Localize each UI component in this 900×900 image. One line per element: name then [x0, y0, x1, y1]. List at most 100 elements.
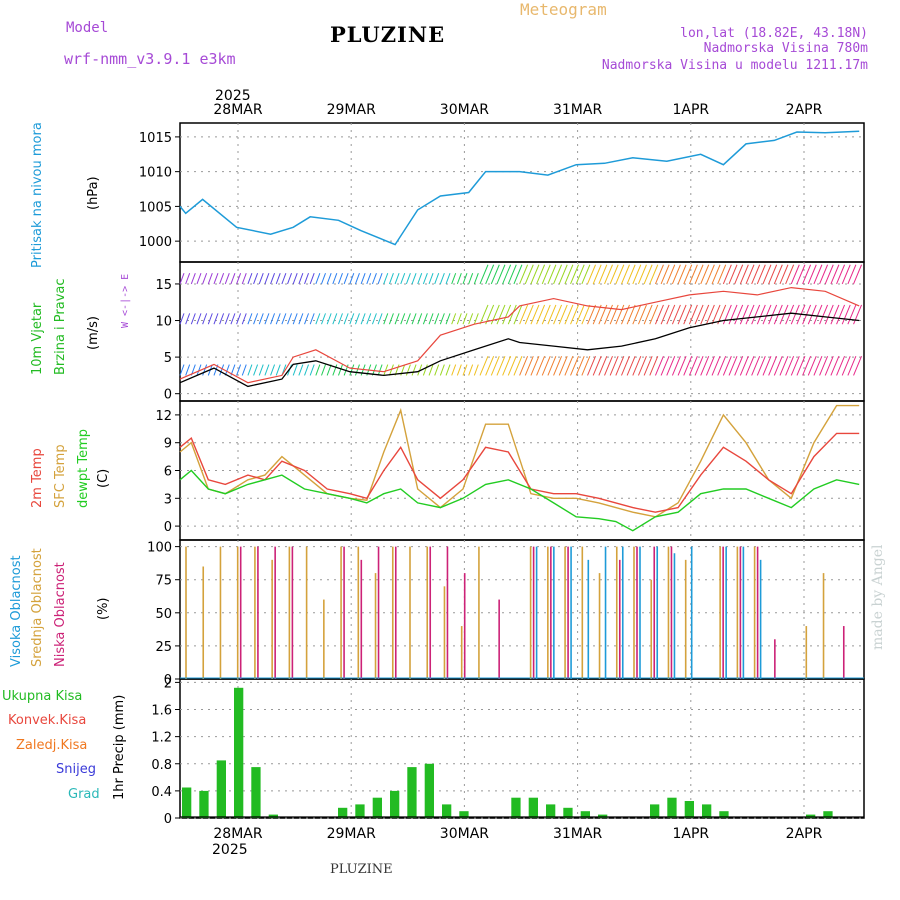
- temp-unit: (C): [96, 469, 111, 488]
- pressure-title: Pritisak na nivou mora: [30, 122, 45, 268]
- wind-barb: [377, 313, 383, 325]
- wind-barb: [637, 304, 647, 325]
- top-date-axis: 28MAR 29MAR 30MAR 31MAR 1APR 2APR: [213, 102, 822, 118]
- bottom-date-label: 2APR: [786, 826, 823, 842]
- wind-barb: [790, 304, 800, 325]
- panels-group: 1000100510101015051015036912025507510000…: [139, 122, 865, 827]
- precip-bar: [823, 811, 833, 818]
- wind-barb: [609, 304, 619, 325]
- wind-barb: [575, 356, 585, 376]
- cloud-ytick-label: 50: [155, 607, 172, 622]
- wind-barb: [830, 304, 840, 325]
- wind-barb: [411, 364, 417, 376]
- wind-barb: [847, 304, 857, 325]
- wind-barb: [581, 264, 591, 285]
- wind-barb: [400, 272, 406, 285]
- wind-barb: [338, 272, 343, 285]
- wind-barb: [326, 272, 332, 285]
- wind-barb: [626, 264, 636, 285]
- wind-barb: [196, 272, 202, 285]
- temp-ytick-label: 0: [164, 520, 172, 535]
- wind-barb: [649, 356, 659, 376]
- precip-bar: [702, 804, 712, 818]
- wind-barb: [388, 364, 394, 376]
- wind-barb: [383, 272, 389, 285]
- wind-barb: [598, 356, 608, 376]
- wind-barb: [405, 313, 411, 325]
- wind-barb: [643, 264, 653, 285]
- precip-bar: [442, 804, 452, 818]
- wind-barb: [785, 264, 795, 285]
- wind-barb: [468, 364, 474, 376]
- wind-barb: [615, 264, 625, 285]
- wind-barb: [541, 264, 551, 285]
- precip-bar: [528, 797, 538, 818]
- precip-bar: [563, 807, 573, 818]
- pressure-ytick-label: 1000: [139, 235, 172, 250]
- wind-barb: [813, 356, 823, 376]
- wind-compass-label: W <-|-> E: [120, 274, 131, 328]
- wind-barb: [298, 272, 304, 285]
- pressure-ytick-label: 1005: [139, 200, 172, 215]
- precip-bar: [424, 763, 434, 818]
- wind-barb: [575, 264, 585, 285]
- wind-barb: [751, 356, 761, 376]
- wind-barb: [683, 356, 693, 376]
- wind-barb: [660, 304, 670, 325]
- wind-barb: [275, 364, 281, 376]
- temp-sfc-label: SFC Temp: [53, 444, 68, 508]
- wind-barb: [422, 364, 428, 376]
- wind-barb: [649, 304, 659, 325]
- wind-barb: [496, 264, 506, 285]
- wind-barb: [751, 304, 761, 325]
- wind-barb: [236, 364, 242, 376]
- wind-title-2: Brzina i Pravac: [53, 278, 68, 375]
- wind-barb: [802, 264, 812, 285]
- wind-barb: [536, 264, 546, 285]
- wind-barb: [428, 364, 434, 376]
- wind-barb: [813, 304, 823, 325]
- wind-barb: [734, 356, 744, 376]
- wind-barb: [473, 364, 479, 376]
- precip-bar: [390, 790, 400, 818]
- wind-barb: [728, 356, 738, 376]
- bottom-date-axis: 28MAR 29MAR 30MAR 31MAR 1APR 2APR: [213, 826, 822, 842]
- wind-barb: [615, 304, 625, 325]
- wind-barb: [530, 304, 540, 325]
- wind-barb: [739, 264, 749, 285]
- wind-barb: [270, 272, 276, 285]
- wind-barb: [717, 356, 727, 376]
- cloud-ytick-label: 0: [164, 673, 172, 688]
- wind-barb: [462, 313, 468, 325]
- precip-bar: [199, 790, 209, 818]
- wind-barb: [388, 272, 394, 285]
- wind-barb: [253, 313, 259, 325]
- wind-barb: [349, 364, 355, 376]
- wind-barb: [819, 304, 829, 325]
- precip-bar: [667, 797, 677, 818]
- wind-barb: [315, 364, 321, 376]
- wind-barb: [490, 264, 500, 285]
- wind-barb: [564, 356, 574, 376]
- wind-barb: [264, 364, 270, 376]
- precip-bar: [684, 801, 694, 818]
- wind-barb: [847, 264, 857, 285]
- wind-barb: [717, 264, 727, 285]
- precip-bar: [407, 767, 417, 818]
- wind-barb: [241, 364, 247, 376]
- wind-barb: [185, 313, 191, 325]
- wind-barb: [332, 364, 338, 376]
- wind-barb: [451, 364, 457, 376]
- wind-barb: [468, 272, 474, 285]
- wind-barb: [202, 364, 208, 376]
- cloud-unit: (%): [96, 598, 111, 621]
- top-date-label: 29MAR: [327, 102, 376, 118]
- wind-barb: [479, 356, 489, 376]
- wind-barb: [587, 304, 596, 325]
- wind-barb: [587, 264, 596, 285]
- wind-barb: [434, 313, 440, 325]
- top-date-label: 30MAR: [440, 102, 489, 118]
- wind-barb: [309, 364, 315, 376]
- wind-barb: [807, 356, 817, 376]
- top-date-label: 31MAR: [553, 102, 602, 118]
